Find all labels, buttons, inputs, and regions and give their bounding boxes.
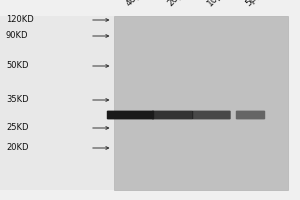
Bar	[0, 16, 114, 190]
Text: 40μg: 40μg	[124, 0, 147, 8]
Text: 20KD: 20KD	[6, 144, 28, 152]
FancyBboxPatch shape	[107, 111, 154, 119]
FancyBboxPatch shape	[152, 111, 193, 119]
Text: 25KD: 25KD	[6, 123, 28, 132]
Text: 20μg: 20μg	[166, 0, 189, 8]
Text: 10μg: 10μg	[205, 0, 228, 8]
Bar	[114, 16, 288, 190]
Text: 5μg: 5μg	[244, 0, 263, 8]
Text: 50KD: 50KD	[6, 62, 28, 71]
Text: 90KD: 90KD	[6, 31, 28, 40]
FancyBboxPatch shape	[192, 111, 231, 119]
Text: 35KD: 35KD	[6, 96, 28, 104]
FancyBboxPatch shape	[236, 111, 265, 119]
Text: 120KD: 120KD	[6, 16, 34, 24]
